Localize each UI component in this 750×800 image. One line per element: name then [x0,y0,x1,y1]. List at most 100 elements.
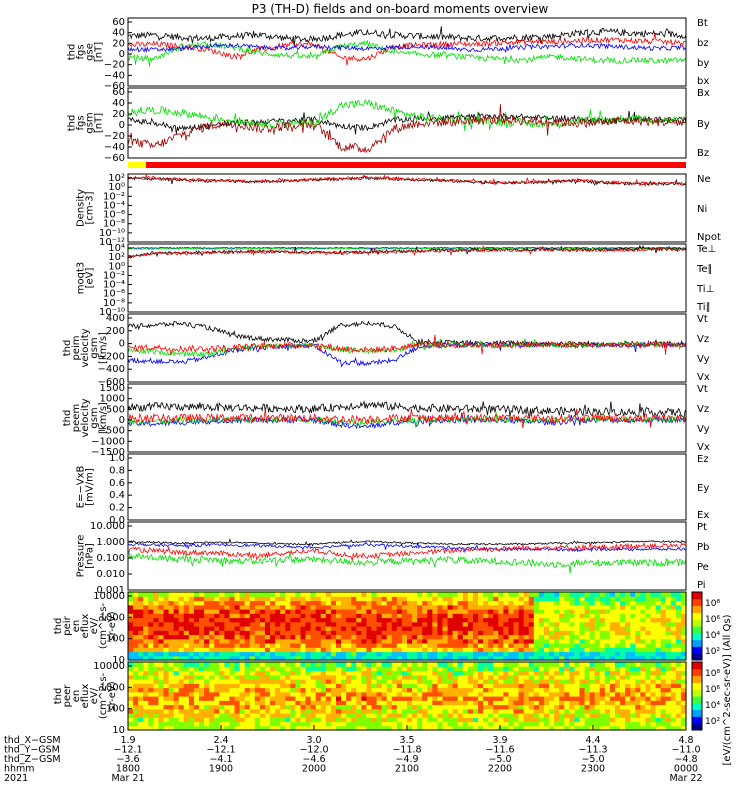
heatmap-cell [259,666,266,672]
heatmap-cell [361,638,368,644]
heatmap-cell [457,725,464,731]
heatmap-cell [315,643,322,648]
heatmap-cell [574,643,581,648]
heatmap-cell [427,643,433,648]
heatmap-cell [214,691,220,697]
heatmap-cell [366,621,373,627]
heatmap-cell [386,717,393,723]
heatmap-cell [432,721,439,727]
heatmap-cell [442,634,449,640]
heatmap-cell [224,700,231,706]
heatmap-cell [183,725,190,731]
heatmap-cell [325,655,332,661]
heatmap-cell [305,696,312,701]
heatmap-cell [457,626,464,631]
heatmap-cell [635,626,641,631]
heatmap-cell [569,666,575,672]
heatmap-cell [417,691,423,697]
heatmap-cell [204,655,210,661]
heatmap-cell [508,609,515,614]
heatmap-cell [376,651,383,657]
heatmap-cell [239,655,246,661]
heatmap-cell [574,596,581,602]
heatmap-cell [488,674,494,680]
x-row-label: thd_X−GSM [4,735,61,746]
heatmap-cell [305,617,312,623]
heatmap-cell [163,604,170,610]
heatmap-cell [361,643,368,648]
heatmap-cell [655,651,662,657]
heatmap-cell [635,651,641,657]
heatmap-cell [554,704,560,710]
heatmap-cell [427,704,433,710]
heatmap-cell [341,670,347,676]
heatmap-cell [148,655,154,661]
heatmap-cell [300,704,307,710]
heatmap-cell [523,713,530,718]
heatmap-cell [528,713,535,718]
heatmap-cell [422,634,428,640]
heatmap-cell [351,696,357,701]
heatmap-cell [325,600,332,606]
heatmap-cell [472,696,479,701]
heatmap-cell [386,630,393,636]
heatmap-cell [396,596,403,602]
heatmap-cell [518,621,525,627]
heatmap-cell [513,670,520,676]
heatmap-cell [533,704,540,710]
heatmap-cell [457,708,464,714]
heatmap-cell [138,604,144,610]
heatmap-cell [320,651,327,657]
heatmap-cell [341,666,347,672]
heatmap-cell [376,600,383,606]
heatmap-cell [467,713,474,718]
heatmap-cell [579,647,586,653]
heatmap-cell [564,713,570,718]
heatmap-cell [285,717,291,723]
y-tick-label: −40 [104,142,125,153]
heatmap-cell [620,683,626,689]
heatmap-cell [148,700,154,706]
heatmap-cell [325,704,332,710]
heatmap-cell [417,704,423,710]
heatmap-cell [270,655,276,661]
heatmap-cell [645,679,652,684]
heatmap-cell [371,651,378,657]
heatmap-cell [199,630,205,636]
heatmap-cell [270,634,276,640]
heatmap-cell [574,679,581,684]
heatmap-cell [356,679,362,684]
heatmap-cell [381,638,388,644]
heatmap-cell [645,708,652,714]
heatmap-cell [320,708,327,714]
heatmap-cell [609,679,616,684]
heatmap-cell [513,634,520,640]
heatmap-cell [183,662,190,667]
heatmap-cell [361,613,368,619]
heatmap-cell [351,662,357,667]
heatmap-cell [625,674,631,680]
heatmap-cell [660,691,667,697]
heatmap-cell [625,721,631,727]
heatmap-cell [188,600,195,606]
heatmap-cell [158,592,165,597]
heatmap-cell [381,721,388,727]
heatmap-cell [305,604,312,610]
heatmap-cell [609,687,616,693]
heatmap-cell [209,696,215,701]
heatmap-cell [259,643,266,648]
heatmap-cell [254,704,261,710]
heatmap-cell [346,613,352,619]
series-pressure-black [127,538,687,547]
heatmap-cell [462,708,469,714]
y-tick-label: −200 [98,351,125,362]
heatmap-cell [447,592,454,597]
heatmap-cell [564,647,570,653]
heatmap-cell [442,666,449,672]
colorbar-cell [692,646,702,649]
heatmap-cell [432,647,439,653]
heatmap-cell [594,634,601,640]
heatmap-cell [584,617,591,623]
heatmap-cell [325,638,332,644]
heatmap-cell [239,600,246,606]
